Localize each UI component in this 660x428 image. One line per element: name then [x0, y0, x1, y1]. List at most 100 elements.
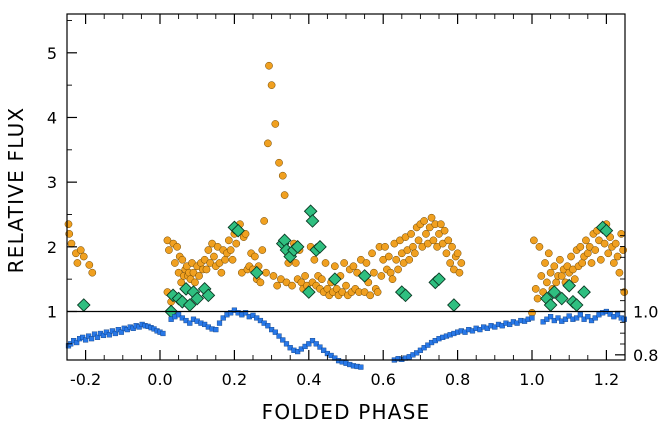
series-2-square-point-70	[306, 341, 312, 347]
series-0-circle-point-199	[576, 242, 585, 251]
series-0-circle-point-178	[537, 272, 546, 280]
y-tick-label-0: 1	[47, 302, 57, 321]
series-0-circle-point-219	[613, 252, 622, 261]
series-0-circle-point-188	[556, 255, 564, 264]
x-tick-label-1: 0.0	[147, 370, 172, 389]
series-0-circle-point-138	[394, 265, 402, 274]
series-1-diamond-point-30	[432, 272, 446, 286]
series-1-diamond-point-24	[313, 239, 327, 254]
series-2-square-point-64	[283, 341, 290, 347]
series-0-circle-point-203	[583, 249, 592, 258]
series-0-circle-point-9	[163, 236, 172, 245]
series-0-circle-point-2	[67, 239, 76, 248]
series-2-square-point-16	[112, 330, 118, 337]
series-0-circle-point-131	[381, 242, 389, 251]
series-0-circle-point-223	[620, 288, 629, 296]
series-0-circle-point-135	[388, 275, 397, 284]
series-0-circle-point-222	[619, 246, 627, 254]
series-0-circle-point-123	[366, 291, 375, 300]
series-1-diamond-point-0	[76, 298, 91, 312]
series-0-circle-point-6	[79, 252, 88, 261]
series-1-diamond-point-19	[290, 239, 305, 254]
series-0-circle-point-125	[370, 268, 378, 277]
series-0-circle-point-194	[567, 252, 575, 261]
series-2-square-point-143	[614, 312, 621, 318]
x-tick-label-7: 1.2	[594, 370, 619, 389]
series-0-circle-point-175	[531, 285, 540, 293]
plot-frame	[66, 13, 626, 361]
series-1-diamond-point-13	[249, 265, 264, 280]
series-0-circle-point-156	[427, 213, 436, 222]
series-2-square-point-61	[272, 329, 278, 335]
series-0-circle-point-76	[278, 171, 287, 180]
series-2-square-point-14	[106, 332, 113, 338]
series-0-circle-point-182	[544, 249, 553, 258]
series-2-square-point-38	[187, 320, 193, 326]
series-0-circle-point-207	[591, 246, 600, 254]
series-0-circle-point-47	[224, 236, 233, 245]
series-0-circle-point-16	[173, 242, 181, 251]
series-0-circle-point-161	[437, 220, 445, 229]
series-0-circle-point-31	[195, 272, 203, 280]
series-0-circle-point-19	[177, 278, 186, 287]
series-0-circle-point-200	[578, 259, 587, 267]
y-axis-title: RELATIVE FLUX	[4, 107, 28, 274]
series-0-circle-point-157	[429, 236, 438, 245]
series-0-circle-point-51	[232, 239, 241, 248]
series-0-circle-point-93	[310, 255, 319, 264]
series-2-square-point-8	[88, 336, 95, 342]
series-2-square-point-72	[313, 341, 319, 347]
series-0-circle-point-220	[615, 268, 624, 277]
series-0-circle-point-49	[228, 255, 237, 264]
series-0-circle-point-133	[384, 252, 393, 261]
y-tick-label-3: 4	[47, 108, 57, 127]
series-2-square-point-9	[91, 331, 98, 337]
series-2-square-point-127	[555, 315, 561, 321]
series-0-circle-point-73	[273, 281, 282, 290]
x-tick-label-2: 0.2	[222, 370, 247, 389]
series-2-square-point-59	[265, 323, 271, 329]
series-2-square-point-71	[309, 337, 316, 344]
series-0-circle-point-69	[265, 61, 273, 70]
series-0-circle-point-153	[422, 230, 430, 238]
x-tick-label-6: 1.0	[519, 370, 544, 389]
series-2-square-point-32	[160, 330, 166, 337]
series-2-square-point-3	[74, 339, 80, 346]
series-0-circle-point-15	[171, 259, 179, 267]
series-1-diamond-point-25	[328, 272, 342, 286]
series-0-circle-point-177	[535, 242, 544, 251]
series-0-circle-point-39	[210, 252, 218, 261]
series-2-square-point-73	[317, 344, 323, 350]
series-1-diamond-point-31	[447, 298, 461, 312]
series-0-circle-point-43	[217, 268, 226, 277]
series-2-square-point-135	[585, 314, 591, 320]
series-0-circle-point-71	[269, 272, 278, 280]
series-0-circle-point-97	[317, 275, 326, 284]
series-1-diamond-point-34	[547, 285, 562, 299]
series-0-circle-point-189	[557, 272, 566, 280]
series-0-circle-point-61	[251, 252, 259, 261]
series-0-circle-point-167	[448, 242, 456, 251]
series-0-circle-point-210	[596, 255, 605, 264]
series-0-circle-point-99	[321, 259, 330, 267]
series-2-square-point-129	[562, 316, 569, 322]
series-0-circle-point-185	[550, 262, 559, 271]
series-0-circle-point-137	[392, 255, 401, 264]
series-0-circle-point-29	[191, 278, 199, 287]
series-2-square-point-35	[175, 312, 182, 318]
series-1-diamond-point-20	[301, 285, 316, 299]
series-0-circle-point-174	[530, 236, 538, 245]
series-0-circle-point-72	[271, 120, 280, 128]
series-1-diamond-point-26	[357, 269, 372, 283]
series-0-circle-point-45	[221, 255, 229, 264]
series-0-circle-point-196	[570, 275, 579, 284]
series-1-diamond-point-28	[398, 288, 413, 303]
series-2-square-point-63	[280, 337, 286, 343]
series-2-square-point-46	[216, 320, 223, 326]
series-0-circle-point-64	[256, 278, 265, 287]
x-axis-title: FOLDED PHASE	[262, 400, 431, 424]
series-0-circle-point-121	[362, 259, 371, 267]
series-0-circle-point-218	[611, 239, 620, 248]
series-0-circle-point-10	[165, 246, 173, 254]
series-0-circle-point-77	[280, 191, 289, 199]
